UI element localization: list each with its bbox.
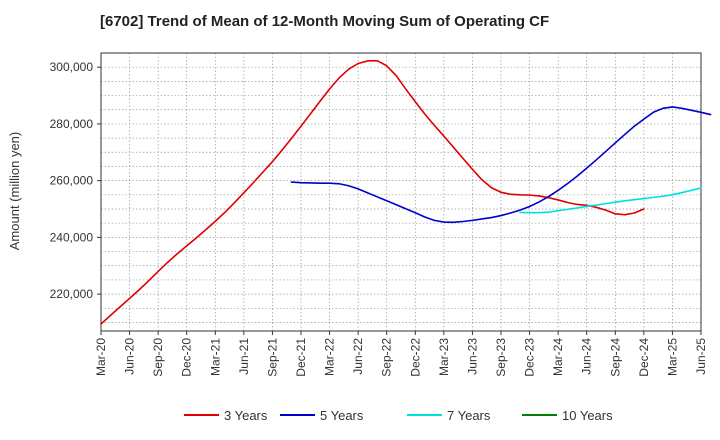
x-tick-label: Mar-22 (323, 338, 337, 376)
x-tick-label: Mar-25 (665, 338, 679, 376)
legend-label-5-years: 5 Years (320, 408, 364, 423)
x-tick-label: Sep-24 (608, 338, 622, 377)
series-line-7-years (519, 187, 702, 214)
x-axis: Mar-20 Jun-20 Sep-20 Dec-20 Mar-21 Jun-21 Sep-… (94, 331, 708, 377)
legend-label-10-years: 10 Years (562, 408, 613, 423)
x-tick-label: Jun-22 (351, 338, 365, 375)
x-tick-label: Mar-23 (437, 338, 451, 376)
x-tick-label: Dec-20 (180, 338, 194, 377)
x-tick-label: Jun-21 (237, 338, 251, 375)
x-tick-label: Jun-20 (123, 338, 137, 375)
legend-label-3-years: 3 Years (224, 408, 268, 423)
chart-title: [6702] Trend of Mean of 12-Month Moving … (100, 13, 549, 30)
y-axis: 220,000 240,000 260,000 280,000 300,000 (50, 60, 101, 301)
x-tick-label: Sep-20 (151, 338, 165, 377)
y-tick-label: 300,000 (50, 60, 94, 74)
x-tick-label: Jun-25 (694, 338, 708, 375)
x-tick-label: Mar-21 (208, 338, 222, 376)
y-axis-label: Amount (million yen) (7, 132, 22, 251)
x-tick-label: Dec-22 (408, 338, 422, 377)
series-layer (100, 59, 712, 325)
y-tick-label: 260,000 (50, 174, 94, 188)
plot-area-frame (100, 52, 702, 332)
y-tick-label: 220,000 (50, 287, 94, 301)
y-tick-label: 280,000 (50, 117, 94, 131)
x-tick-label: Jun-24 (580, 338, 594, 375)
x-tick-label: Sep-23 (494, 338, 508, 377)
y-tick-label: 240,000 (50, 230, 94, 244)
x-tick-label: Mar-20 (94, 338, 108, 376)
legend: 3 Years 5 Years 7 Years 10 Years (184, 408, 613, 423)
x-tick-label: Sep-21 (265, 338, 279, 377)
legend-label-7-years: 7 Years (447, 408, 491, 423)
x-tick-label: Dec-23 (523, 338, 537, 377)
series-line-5-years (290, 106, 712, 224)
x-tick-label: Dec-21 (294, 338, 308, 377)
x-tick-label: Dec-24 (637, 338, 651, 377)
x-tick-label: Mar-24 (551, 338, 565, 376)
x-tick-label: Jun-23 (465, 338, 479, 375)
x-tick-label: Sep-22 (380, 338, 394, 377)
series-line-3-years (100, 59, 645, 325)
